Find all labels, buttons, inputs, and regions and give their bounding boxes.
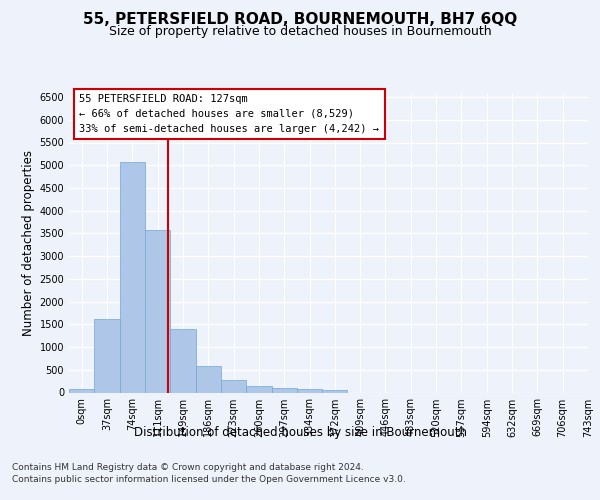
- Text: 55, PETERSFIELD ROAD, BOURNEMOUTH, BH7 6QQ: 55, PETERSFIELD ROAD, BOURNEMOUTH, BH7 6…: [83, 12, 517, 28]
- Bar: [221, 380, 246, 392]
- Bar: [322, 390, 347, 392]
- Bar: [246, 386, 272, 392]
- Bar: [170, 329, 196, 392]
- Text: Contains public sector information licensed under the Open Government Licence v3: Contains public sector information licen…: [12, 475, 406, 484]
- Bar: [196, 366, 221, 392]
- Bar: [145, 230, 170, 392]
- Text: Distribution of detached houses by size in Bournemouth: Distribution of detached houses by size …: [133, 426, 467, 439]
- Bar: [297, 389, 322, 392]
- Text: 55 PETERSFIELD ROAD: 127sqm
← 66% of detached houses are smaller (8,529)
33% of : 55 PETERSFIELD ROAD: 127sqm ← 66% of det…: [79, 94, 379, 134]
- Bar: [94, 318, 119, 392]
- Bar: [119, 162, 145, 392]
- Text: Contains HM Land Registry data © Crown copyright and database right 2024.: Contains HM Land Registry data © Crown c…: [12, 462, 364, 471]
- Bar: [69, 389, 94, 392]
- Bar: [272, 388, 297, 392]
- Y-axis label: Number of detached properties: Number of detached properties: [22, 150, 35, 336]
- Text: Size of property relative to detached houses in Bournemouth: Size of property relative to detached ho…: [109, 25, 491, 38]
